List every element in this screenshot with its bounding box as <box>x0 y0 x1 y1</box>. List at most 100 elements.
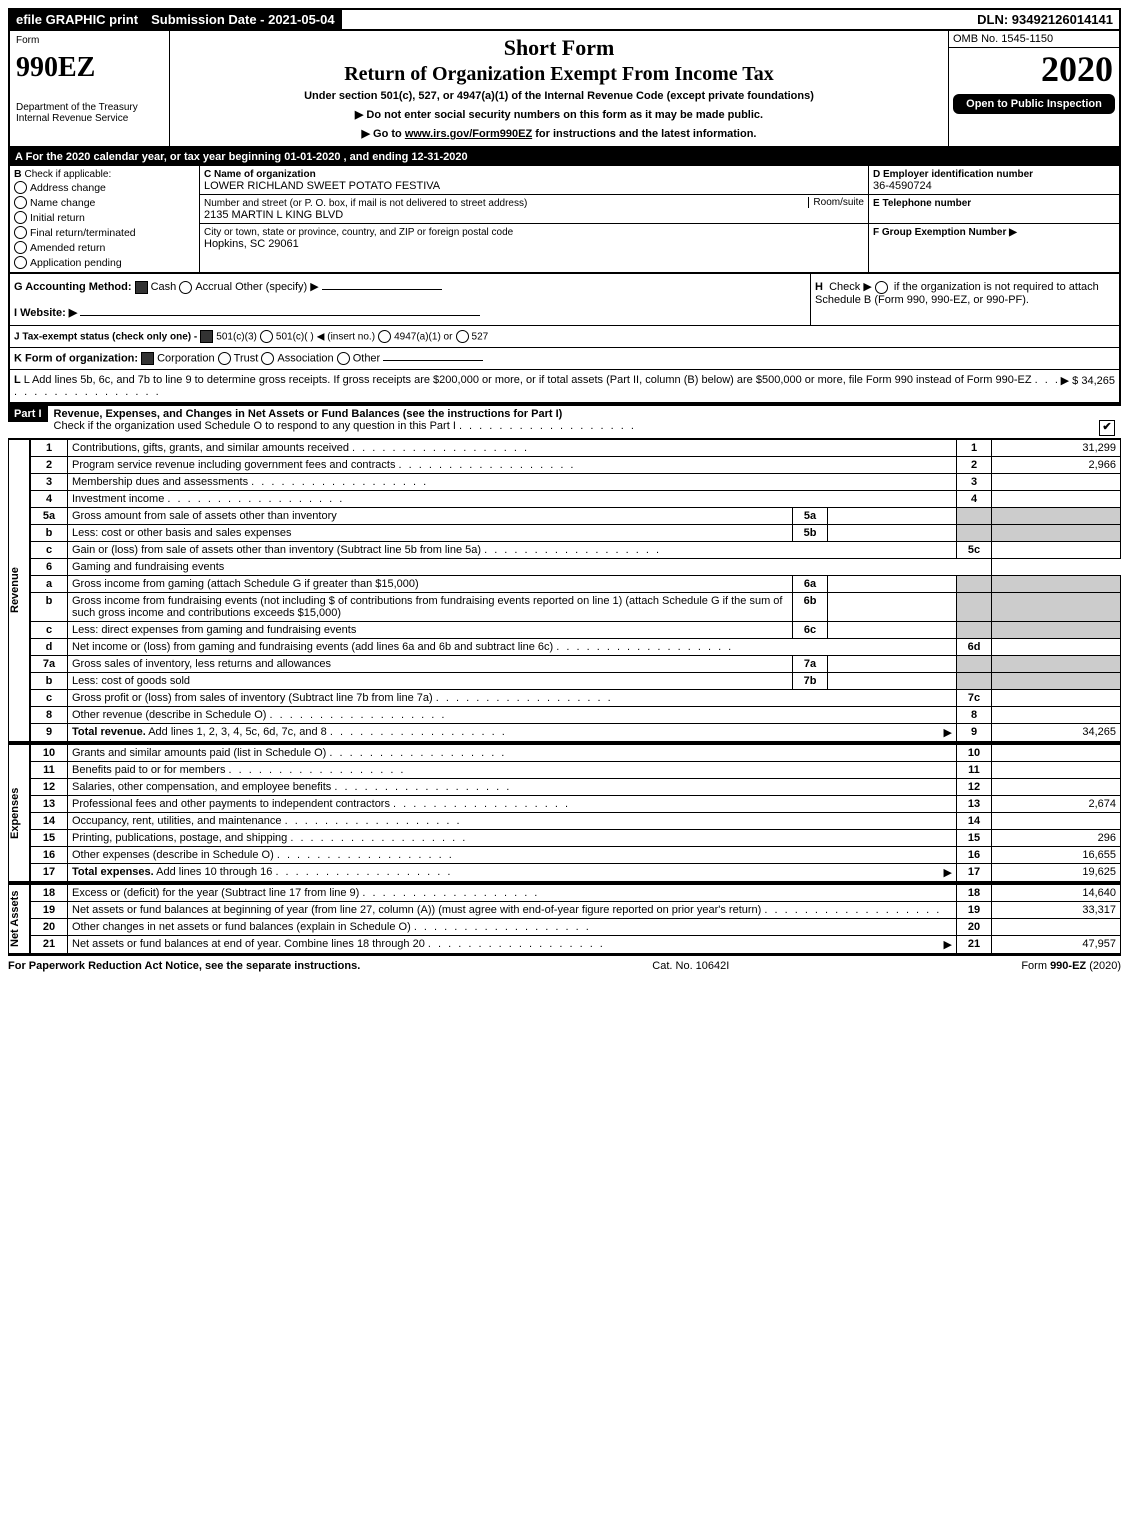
line-a: A For the 2020 calendar year, or tax yea… <box>8 148 1121 166</box>
initial-return: Initial return <box>30 212 85 224</box>
entity-info: B Check if applicable: Address change Na… <box>8 166 1121 404</box>
line-box: 16 <box>957 846 992 863</box>
pending-check[interactable] <box>14 256 27 269</box>
addr-change-check[interactable] <box>14 181 27 194</box>
line-amount <box>992 541 1121 558</box>
title-block: Short Form Return of Organization Exempt… <box>170 31 949 146</box>
line-amount: 47,957 <box>992 935 1121 953</box>
line-text: Gross income from fundraising events (no… <box>68 592 793 621</box>
line-text: Other expenses (describe in Schedule O) <box>68 846 957 863</box>
j-527-check[interactable] <box>456 330 469 343</box>
j-4947-check[interactable] <box>378 330 391 343</box>
line-text: Membership dues and assessments <box>68 473 957 490</box>
line-h: H Check ▶ if the organization is not req… <box>811 274 1119 325</box>
page-footer: For Paperwork Reduction Act Notice, see … <box>8 956 1121 972</box>
line-amount <box>992 689 1121 706</box>
table-row: 15Printing, publications, postage, and s… <box>31 829 1121 846</box>
cash-check[interactable] <box>135 281 148 294</box>
subline-amt <box>828 575 957 592</box>
final-return: Final return/terminated <box>30 227 136 239</box>
l-amt: ▶ $ 34,265 <box>1061 374 1115 398</box>
line-text: Gross income from gaming (attach Schedul… <box>68 575 793 592</box>
k-assoc-check[interactable] <box>261 352 274 365</box>
line-number: 5a <box>31 507 68 524</box>
irs-link[interactable]: www.irs.gov/Form990EZ <box>405 128 532 140</box>
line-number: 12 <box>31 778 68 795</box>
cash: Cash <box>151 281 177 293</box>
city-label: City or town, state or province, country… <box>204 227 513 238</box>
i-label: I Website: ▶ <box>14 307 77 319</box>
table-row: 4Investment income 4 <box>31 490 1121 507</box>
line-text: Less: cost of goods sold <box>68 672 793 689</box>
line-text: Gross sales of inventory, less returns a… <box>68 655 793 672</box>
line-box: 19 <box>957 901 992 918</box>
gray-cell <box>957 621 992 638</box>
footer-form: Form 990-EZ (2020) <box>1021 960 1121 972</box>
notice-ssn: Do not enter social security numbers on … <box>176 108 942 121</box>
revenue-section: Revenue 1Contributions, gifts, grants, a… <box>8 439 1121 742</box>
j-527: 527 <box>472 331 489 342</box>
final-check[interactable] <box>14 226 27 239</box>
line-text: Net assets or fund balances at end of ye… <box>68 935 957 953</box>
d-label: D Employer identification number <box>873 169 1033 180</box>
line-number: 21 <box>31 935 68 953</box>
k-other-check[interactable] <box>337 352 350 365</box>
line-box: 17 <box>957 863 992 881</box>
name-change-check[interactable] <box>14 196 27 209</box>
line-box: 15 <box>957 829 992 846</box>
line-amount <box>992 473 1121 490</box>
line-text: Other changes in net assets or fund bala… <box>68 918 957 935</box>
line-text: Other revenue (describe in Schedule O) <box>68 706 957 723</box>
short-form: Short Form <box>176 35 942 61</box>
part1-header: Part I Revenue, Expenses, and Changes in… <box>8 404 1121 439</box>
initial-check[interactable] <box>14 211 27 224</box>
form-header: Form 990EZ Department of the Treasury In… <box>8 31 1121 148</box>
gray-cell <box>992 621 1121 638</box>
line-number: 7a <box>31 655 68 672</box>
line-box: 21 <box>957 935 992 953</box>
j-501c-check[interactable] <box>260 330 273 343</box>
amended-check[interactable] <box>14 241 27 254</box>
line-text: Professional fees and other payments to … <box>68 795 957 812</box>
k-label: K Form of organization: <box>14 352 138 364</box>
efile-label[interactable]: efile GRAPHIC print <box>10 10 145 29</box>
org-name: LOWER RICHLAND SWEET POTATO FESTIVA <box>204 180 440 192</box>
accrual-check[interactable] <box>179 281 192 294</box>
line-j: J Tax-exempt status (check only one) - 5… <box>10 325 1119 347</box>
subline-amt <box>828 672 957 689</box>
table-row: 2Program service revenue including gover… <box>31 456 1121 473</box>
revenue-table: 1Contributions, gifts, grants, and simil… <box>30 439 1121 742</box>
box-b-title: Check if applicable: <box>25 169 112 180</box>
submission-btn[interactable]: Submission Date - 2021-05-04 <box>145 10 342 29</box>
subline-box: 7b <box>793 672 828 689</box>
k-trust-check[interactable] <box>218 352 231 365</box>
line-k: K Form of organization: Corporation Trus… <box>10 347 1119 369</box>
line-l: L L Add lines 5b, 6c, and 7b to line 9 t… <box>10 369 1119 402</box>
line-amount <box>992 812 1121 829</box>
line-amount: 34,265 <box>992 723 1121 741</box>
j-501c3-check[interactable] <box>200 330 213 343</box>
line-box: 12 <box>957 778 992 795</box>
line-number: 8 <box>31 706 68 723</box>
line-amount: 296 <box>992 829 1121 846</box>
part1-schedo-check[interactable]: ✔ <box>1099 420 1115 436</box>
tax-year: 2020 <box>949 48 1119 90</box>
gray-cell <box>957 575 992 592</box>
line-box: 14 <box>957 812 992 829</box>
line-text: Printing, publications, postage, and shi… <box>68 829 957 846</box>
street: 2135 MARTIN L KING BLVD <box>204 209 343 221</box>
line-number: 18 <box>31 884 68 901</box>
dept-treasury: Department of the Treasury <box>16 102 163 113</box>
k-corp-check[interactable] <box>141 352 154 365</box>
name-change: Name change <box>30 197 95 209</box>
accrual: Accrual <box>195 281 232 293</box>
line-box: 8 <box>957 706 992 723</box>
line-text: Investment income <box>68 490 957 507</box>
expenses-section: Expenses 10Grants and similar amounts pa… <box>8 742 1121 882</box>
j-insert: ◀ (insert no.) <box>317 331 375 342</box>
form-word: Form <box>16 35 163 46</box>
line-text: Gain or (loss) from sale of assets other… <box>68 541 957 558</box>
go-to: Go to <box>373 128 405 140</box>
line-box: 4 <box>957 490 992 507</box>
h-checkbox[interactable] <box>875 281 888 294</box>
